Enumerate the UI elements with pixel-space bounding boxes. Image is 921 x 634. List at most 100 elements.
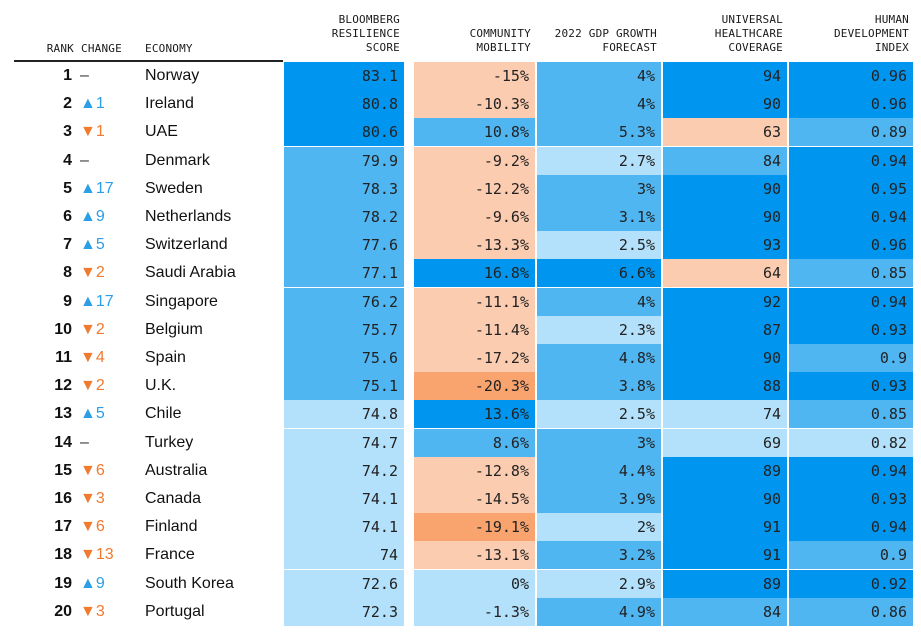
uhc-cell: 87 xyxy=(663,315,787,344)
hdi-cell: 0.94 xyxy=(789,146,913,175)
rank-cell: 19 xyxy=(54,574,72,592)
change-cell: ▲17 xyxy=(80,292,114,310)
rank-cell: 16 xyxy=(54,490,72,507)
mobility-cell: -1.3% xyxy=(414,597,535,626)
uhc-cell: 89 xyxy=(663,456,787,485)
gdp-cell: 4.8% xyxy=(537,344,661,372)
change-cell: ▼2 xyxy=(80,264,105,282)
change-cell: ▲9 xyxy=(80,208,105,225)
rank-cell: 18 xyxy=(54,546,72,564)
economy-cell: UAE xyxy=(145,123,178,141)
mobility-cell: -11.1% xyxy=(414,287,535,316)
score-cell: 76.2 xyxy=(284,287,404,316)
uhc-cell: 69 xyxy=(663,428,787,457)
uhc-cell: 90 xyxy=(663,485,787,513)
header-gdp: 2022 GDP GROWTH FORECAST xyxy=(554,27,657,54)
uhc-cell: 90 xyxy=(663,90,787,119)
rank-cell: 12 xyxy=(54,377,72,395)
uhc-cell: 90 xyxy=(663,203,787,231)
uhc-cell: 84 xyxy=(663,146,787,175)
score-cell: 80.8 xyxy=(284,90,404,119)
uhc-cell: 88 xyxy=(663,372,787,401)
change-cell: ▲17 xyxy=(80,179,114,197)
mobility-cell: -10.3% xyxy=(414,90,535,119)
gdp-cell: 4% xyxy=(537,62,661,90)
economy-cell: Netherlands xyxy=(145,208,232,225)
mobility-cell: -9.2% xyxy=(414,146,535,175)
score-cell: 74 xyxy=(284,541,404,570)
rank-cell: 5 xyxy=(63,179,72,197)
header-score: BLOOMBERG RESILIENCE SCORE xyxy=(331,13,400,54)
change-cell: ▼3 xyxy=(80,490,105,507)
economy-cell: Denmark xyxy=(145,151,210,169)
gdp-cell: 3.8% xyxy=(537,372,661,401)
score-cell: 74.1 xyxy=(284,513,404,542)
uhc-cell: 63 xyxy=(663,118,787,147)
score-cell: 75.1 xyxy=(284,372,404,401)
rank-cell: 10 xyxy=(54,320,72,338)
score-cell: 75.7 xyxy=(284,315,404,344)
hdi-cell: 0.93 xyxy=(789,372,913,401)
mobility-cell: -19.1% xyxy=(414,513,535,542)
economy-cell: Belgium xyxy=(145,320,203,338)
rank-cell: 6 xyxy=(63,208,72,225)
hdi-cell: 0.94 xyxy=(789,203,913,231)
economy-cell: U.K. xyxy=(145,377,177,395)
change-cell: ▼6 xyxy=(80,518,105,536)
hdi-cell: 0.93 xyxy=(789,485,913,513)
economy-cell: Spain xyxy=(145,349,186,366)
rank-cell: 7 xyxy=(63,236,72,254)
gdp-cell: 4.4% xyxy=(537,456,661,485)
change-cell: ▼3 xyxy=(80,602,105,620)
mobility-cell: -15% xyxy=(414,62,535,90)
gdp-cell: 4% xyxy=(537,287,661,316)
rank-cell: 1 xyxy=(63,67,72,84)
gdp-cell: 4% xyxy=(537,90,661,119)
header-rule xyxy=(14,60,283,62)
hdi-cell: 0.94 xyxy=(789,456,913,485)
economy-cell: Portugal xyxy=(145,602,205,620)
rank-cell: 11 xyxy=(55,349,72,366)
gdp-cell: 2% xyxy=(537,513,661,542)
economy-cell: France xyxy=(145,546,195,564)
mobility-cell: -12.8% xyxy=(414,456,535,485)
rank-cell: 17 xyxy=(54,518,72,536)
header-change: CHANGE xyxy=(81,42,122,55)
economy-cell: Singapore xyxy=(145,292,218,310)
gdp-cell: 2.7% xyxy=(537,146,661,175)
hdi-cell: 0.82 xyxy=(789,428,913,457)
economy-cell: Norway xyxy=(145,67,200,84)
score-cell: 78.2 xyxy=(284,203,404,231)
hdi-cell: 0.85 xyxy=(789,400,913,429)
rank-cell: 20 xyxy=(54,602,72,620)
change-cell: – xyxy=(80,433,89,451)
score-cell: 77.1 xyxy=(284,259,404,288)
gdp-cell: 6.6% xyxy=(537,259,661,288)
uhc-cell: 91 xyxy=(663,541,787,570)
gdp-cell: 3.2% xyxy=(537,541,661,570)
mobility-cell: -12.2% xyxy=(414,174,535,203)
economy-cell: Saudi Arabia xyxy=(145,264,236,282)
uhc-cell: 84 xyxy=(663,597,787,626)
score-cell: 74.7 xyxy=(284,428,404,457)
change-cell: ▲5 xyxy=(80,405,105,423)
change-cell: – xyxy=(80,151,89,169)
gdp-cell: 3% xyxy=(537,174,661,203)
header-mobility: COMMUNITY MOBILITY xyxy=(469,27,531,54)
score-cell: 74.8 xyxy=(284,400,404,429)
score-cell: 78.3 xyxy=(284,174,404,203)
rank-cell: 9 xyxy=(63,292,72,310)
hdi-cell: 0.89 xyxy=(789,118,913,147)
change-cell: ▲1 xyxy=(80,95,105,113)
mobility-cell: -20.3% xyxy=(414,372,535,401)
gdp-cell: 2.5% xyxy=(537,400,661,429)
hdi-cell: 0.94 xyxy=(789,287,913,316)
hdi-cell: 0.93 xyxy=(789,315,913,344)
uhc-cell: 92 xyxy=(663,287,787,316)
change-cell: ▼4 xyxy=(80,349,105,366)
rank-cell: 13 xyxy=(54,405,72,423)
rank-cell: 4 xyxy=(63,151,72,169)
score-cell: 74.2 xyxy=(284,456,404,485)
score-cell: 72.6 xyxy=(284,569,404,598)
